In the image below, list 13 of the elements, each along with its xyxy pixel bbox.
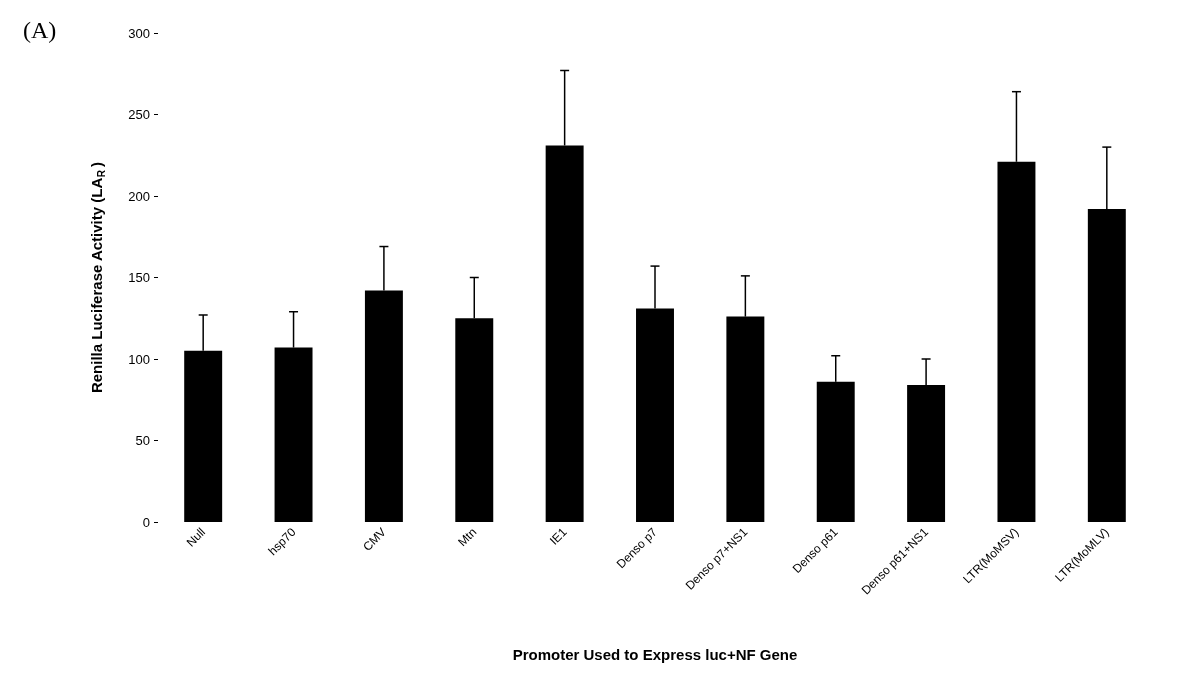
y-tick-label: 100: [128, 351, 150, 367]
y-tick-label: 150: [128, 270, 150, 285]
y-tick-label: 200: [128, 188, 150, 204]
y-tick-label: 0: [142, 514, 150, 530]
x-tick-label: IE1: [546, 524, 570, 548]
x-axis-title: Promoter Used to Express luc+NF Gene: [512, 646, 798, 663]
y-tick-label: 50: [135, 433, 150, 448]
x-tick-label: Null: [183, 525, 209, 550]
y-axis-title: Renilla Luciferase Activity (LAR): [87, 161, 107, 394]
chart-title: (A): [23, 17, 57, 43]
x-tick-label: Mtn: [455, 525, 480, 550]
y-tick-label: 250: [128, 107, 150, 122]
y-tick-label: 300: [128, 25, 150, 41]
